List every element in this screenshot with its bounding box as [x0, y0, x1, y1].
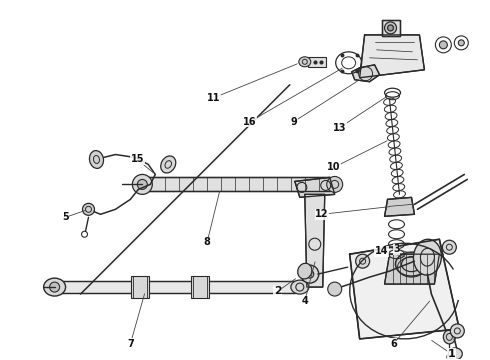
Polygon shape — [295, 177, 335, 197]
Polygon shape — [61, 281, 295, 293]
Ellipse shape — [414, 239, 441, 275]
Ellipse shape — [443, 330, 455, 344]
Polygon shape — [305, 194, 325, 287]
Text: 16: 16 — [243, 117, 257, 127]
Text: 9: 9 — [291, 117, 297, 127]
Ellipse shape — [298, 263, 312, 279]
Bar — [131, 276, 149, 298]
Ellipse shape — [82, 203, 95, 215]
Ellipse shape — [44, 278, 66, 296]
Polygon shape — [385, 254, 440, 284]
Text: 6: 6 — [390, 339, 397, 349]
Polygon shape — [352, 65, 380, 82]
Polygon shape — [148, 177, 330, 192]
Text: 1: 1 — [447, 349, 455, 359]
Text: 7: 7 — [127, 339, 134, 349]
Ellipse shape — [450, 324, 465, 338]
Ellipse shape — [49, 282, 60, 292]
Bar — [308, 57, 326, 67]
Text: 14: 14 — [375, 246, 388, 256]
Ellipse shape — [440, 41, 447, 49]
Ellipse shape — [306, 270, 314, 278]
Polygon shape — [385, 197, 415, 216]
Text: 15: 15 — [131, 154, 144, 165]
Text: 8: 8 — [204, 237, 211, 247]
Ellipse shape — [388, 25, 393, 31]
Ellipse shape — [328, 282, 342, 296]
Text: 5: 5 — [62, 212, 69, 222]
Ellipse shape — [448, 348, 462, 360]
Ellipse shape — [356, 254, 369, 268]
Polygon shape — [360, 35, 424, 78]
Text: 10: 10 — [327, 162, 341, 172]
Text: 12: 12 — [315, 209, 328, 219]
Ellipse shape — [132, 175, 152, 194]
Text: 11: 11 — [207, 93, 221, 103]
Ellipse shape — [458, 40, 465, 46]
Ellipse shape — [442, 240, 456, 254]
Polygon shape — [350, 239, 459, 339]
Ellipse shape — [385, 22, 396, 34]
Ellipse shape — [161, 156, 176, 173]
Ellipse shape — [90, 150, 103, 168]
Text: 4: 4 — [301, 296, 308, 306]
Ellipse shape — [327, 176, 343, 192]
Polygon shape — [382, 20, 399, 36]
Bar — [191, 276, 209, 298]
Text: 2: 2 — [274, 286, 282, 296]
Ellipse shape — [137, 179, 147, 189]
Ellipse shape — [291, 280, 309, 294]
Ellipse shape — [299, 57, 311, 67]
Ellipse shape — [301, 265, 319, 283]
Text: 3: 3 — [393, 244, 400, 254]
Text: 13: 13 — [333, 123, 346, 132]
